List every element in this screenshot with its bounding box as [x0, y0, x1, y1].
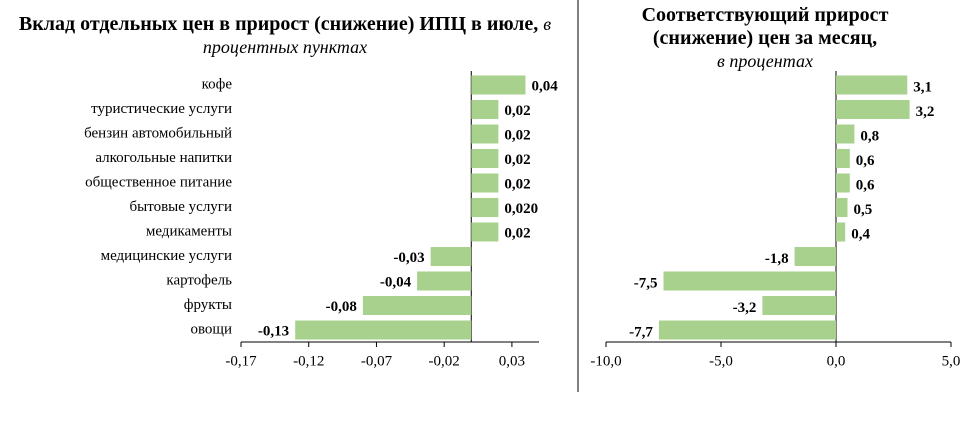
bar [471, 124, 499, 144]
category-label: общественное питание [85, 174, 232, 190]
category-label: туристические услуги [91, 101, 232, 117]
x-tick-label: 0,03 [499, 353, 525, 369]
value-label: 0,5 [854, 202, 873, 218]
value-label: 0,02 [504, 103, 530, 119]
x-tick-label: -10,0 [590, 353, 621, 369]
bar [471, 100, 499, 119]
chart-title: Вклад отдельных цен в прирост (снижение)… [18, 13, 539, 35]
x-tick-label: 5,0 [942, 353, 961, 369]
bar [471, 149, 499, 168]
bar [836, 149, 850, 168]
bar [836, 124, 855, 144]
category-label: алкогольные напитки [95, 150, 232, 166]
value-label: 0,6 [856, 153, 875, 169]
x-tick-label: -0,02 [429, 353, 460, 369]
bar [836, 100, 910, 119]
value-label: 0,04 [531, 78, 558, 94]
value-label: 0,02 [504, 127, 530, 143]
category-label: бензин автомобильный [84, 125, 232, 141]
value-label: -0,03 [393, 250, 424, 266]
value-label: 0,8 [860, 128, 879, 144]
x-tick-label: -0,17 [225, 353, 257, 369]
bar [836, 222, 846, 242]
bar [430, 247, 472, 266]
value-label: 0,020 [504, 201, 538, 217]
value-label: -0,13 [258, 323, 289, 339]
category-label: кофе [202, 76, 233, 92]
chart-title-block: Вклад отдельных цен в прирост (снижение)… [10, 13, 560, 59]
value-label: -7,7 [629, 324, 653, 340]
bar [471, 222, 499, 242]
x-tick-label: 0,0 [827, 353, 846, 369]
chart-subtitle: в процентах [717, 51, 813, 71]
value-label: -0,08 [326, 299, 357, 315]
value-label: -7,5 [634, 275, 658, 291]
bar [471, 198, 499, 217]
value-label: 0,02 [504, 176, 530, 192]
value-label: 0,4 [851, 226, 870, 242]
bar [471, 75, 526, 95]
x-tick-label: -5,0 [709, 353, 733, 369]
category-label: фрукты [184, 297, 232, 313]
category-label: медикаменты [146, 223, 232, 239]
bar [471, 173, 499, 193]
category-label: картофель [166, 272, 232, 288]
value-label: 0,02 [504, 152, 530, 168]
value-label: -1,8 [765, 251, 789, 267]
chart-title-block: Соответствующий прирост (снижение) цен з… [615, 4, 915, 73]
bar [362, 296, 472, 315]
value-label: -3,2 [733, 300, 757, 316]
bar [295, 320, 472, 340]
category-label: овощи [190, 321, 232, 337]
category-label: медицинские услуги [101, 248, 232, 264]
bar [794, 247, 836, 266]
bar [663, 271, 836, 291]
value-label: 0,02 [504, 225, 530, 241]
x-tick-label: -0,12 [293, 353, 324, 369]
category-label: бытовые услуги [130, 199, 232, 215]
x-tick-label: -0,07 [361, 353, 393, 369]
chart-subtitle: в процентных пунктах [202, 14, 552, 57]
value-label: -0,04 [380, 274, 412, 290]
value-label: 3,1 [913, 79, 932, 95]
value-label: 3,2 [916, 104, 935, 120]
bar [836, 75, 908, 95]
chart-title: Соответствующий прирост (снижение) цен з… [641, 4, 889, 49]
bar [836, 198, 848, 217]
bar [417, 271, 472, 291]
bar [762, 296, 836, 315]
bar [658, 320, 836, 340]
value-label: 0,6 [856, 177, 875, 193]
bar [836, 173, 850, 193]
